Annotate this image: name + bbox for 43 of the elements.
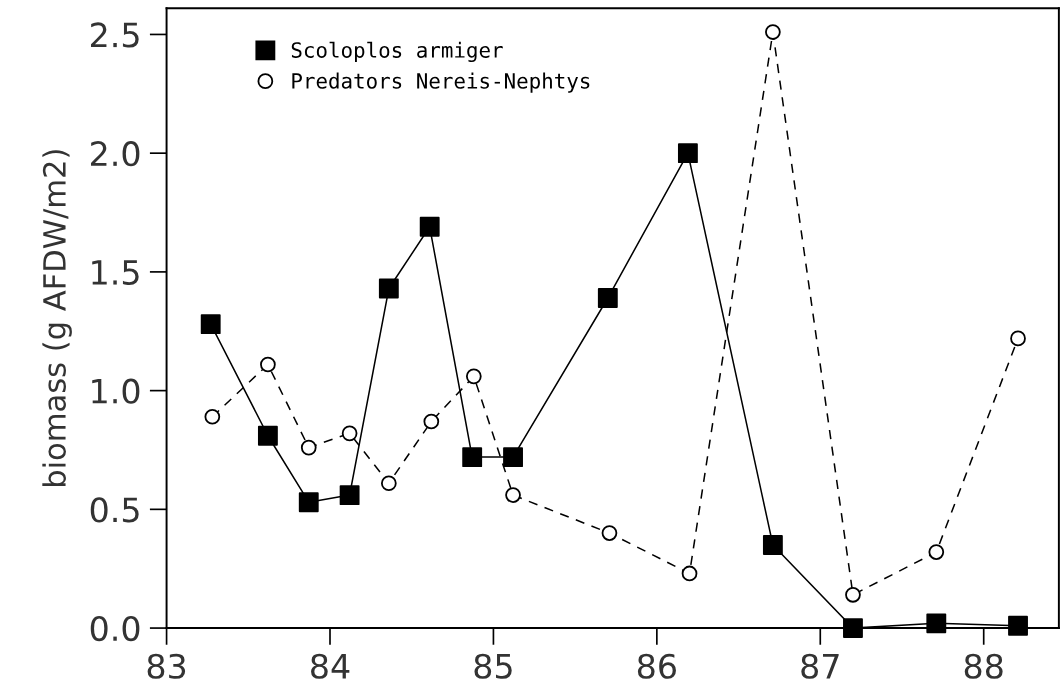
point — [845, 586, 861, 603]
point — [257, 425, 278, 446]
point — [681, 565, 698, 582]
point — [200, 314, 221, 335]
point — [339, 485, 360, 506]
point — [462, 447, 483, 468]
y-tick-label: 0.0 — [90, 615, 140, 642]
point — [762, 535, 783, 555]
x-tick-label: 88 — [964, 653, 1003, 679]
y-tick-label: 2.0 — [91, 141, 140, 167]
y-tick-label: 0.5 — [90, 497, 139, 523]
point — [926, 613, 947, 634]
x-tick-label: 83 — [147, 653, 186, 679]
point — [677, 143, 698, 164]
point — [260, 356, 276, 373]
point — [378, 278, 399, 299]
point — [597, 288, 618, 308]
point — [1008, 615, 1028, 636]
point — [380, 475, 397, 492]
y-tick-label: 1.5 — [92, 260, 139, 286]
point — [419, 216, 440, 237]
legend-label: Scoloplos armiger — [291, 41, 503, 63]
y-tick-label: 1.0 — [92, 378, 140, 404]
legend-label: Predators Nereis-Nephtys — [292, 72, 590, 93]
point — [928, 544, 945, 560]
x-tick-label: 86 — [637, 653, 676, 679]
y-tick-label: 2.5 — [91, 22, 139, 48]
x-tick-label: 84 — [311, 653, 350, 679]
y-axis-title: biomass (g AFDW/m2) — [42, 150, 72, 487]
point — [1010, 330, 1026, 347]
point — [465, 368, 482, 385]
point — [503, 447, 523, 468]
point — [341, 425, 358, 442]
point — [505, 487, 521, 503]
point — [765, 24, 781, 40]
point — [423, 413, 440, 430]
point — [298, 492, 319, 513]
x-tick-label: 87 — [801, 653, 839, 679]
point — [601, 525, 618, 541]
x-tick-label: 85 — [474, 653, 512, 679]
point — [300, 439, 317, 456]
point — [204, 408, 221, 425]
point — [843, 618, 863, 639]
